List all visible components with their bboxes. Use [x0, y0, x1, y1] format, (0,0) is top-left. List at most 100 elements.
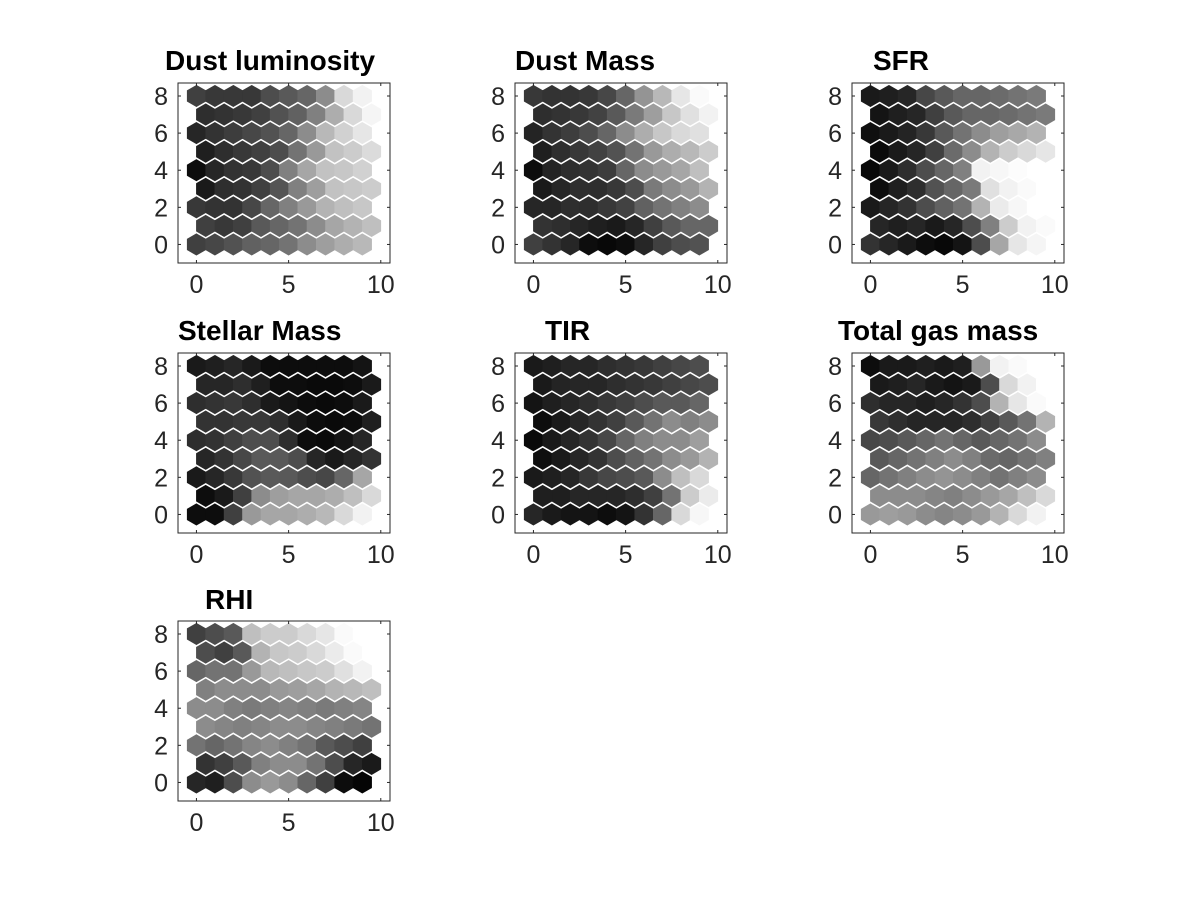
hex-cell	[315, 466, 336, 489]
hex-cell	[597, 122, 617, 145]
hex-cell	[962, 410, 982, 433]
hex-cell	[242, 84, 262, 108]
hex-cell	[860, 233, 881, 256]
hex-cell	[616, 354, 636, 378]
hex-cell	[953, 159, 973, 182]
hex-cell	[934, 429, 954, 452]
y-tick-label: 0	[154, 501, 168, 529]
hex-cell	[962, 373, 982, 396]
hex-cell	[906, 177, 927, 200]
hex-cell	[523, 429, 544, 452]
hex-cell	[214, 214, 234, 237]
hex-cell	[205, 503, 225, 526]
hex-cell	[233, 410, 252, 433]
hex-cell	[361, 373, 382, 396]
hex-cell	[288, 140, 308, 163]
hex-cell	[569, 103, 590, 126]
hex-cell	[233, 177, 252, 200]
hex-cell	[579, 503, 599, 526]
hex-cell	[999, 177, 1019, 200]
hex-cell	[989, 84, 1010, 108]
y-tick-label: 0	[828, 501, 842, 529]
hex-cell	[1008, 233, 1028, 256]
hex-cell	[1017, 447, 1037, 470]
hex-cell	[879, 122, 899, 145]
hex-cell	[1017, 410, 1037, 433]
hex-cell	[579, 159, 599, 182]
hex-cell	[306, 752, 326, 775]
hex-cell	[533, 177, 553, 200]
hex-cell	[205, 734, 225, 757]
hex-cell	[879, 354, 899, 378]
hex-cell	[689, 354, 709, 378]
hex-cell	[860, 503, 881, 526]
hex-cell	[361, 447, 382, 470]
hex-cell	[533, 447, 553, 470]
hex-cell	[989, 196, 1010, 219]
hex-cell	[186, 392, 206, 415]
hex-cell	[989, 233, 1010, 256]
hex-cell	[916, 429, 936, 452]
hex-cell	[698, 214, 719, 237]
hex-cell	[560, 196, 580, 219]
hex-cell	[671, 429, 691, 452]
panel-title: Dust luminosity	[165, 45, 375, 76]
hex-cell	[897, 503, 917, 526]
hex-cell	[916, 122, 936, 145]
y-tick-label: 6	[154, 390, 168, 418]
hex-cell	[233, 715, 252, 738]
hex-cell	[260, 466, 280, 489]
hex-cell	[334, 734, 354, 757]
hex-cell	[279, 159, 299, 182]
hex-cell	[361, 641, 382, 664]
y-tick-label: 2	[828, 464, 842, 492]
hex-cell	[551, 140, 571, 163]
hex-cell	[616, 503, 636, 526]
hex-cell	[233, 373, 252, 396]
hex-cell	[279, 233, 299, 256]
hex-cell	[870, 447, 890, 470]
hex-cell	[269, 641, 289, 664]
x-tick-label: 5	[619, 271, 633, 299]
hex-cell	[980, 484, 1000, 507]
hex-cell	[860, 84, 881, 108]
hex-cell	[652, 196, 673, 219]
hex-cell	[334, 159, 354, 182]
hex-cell	[962, 447, 982, 470]
hex-cell	[223, 354, 243, 378]
hex-cell	[662, 214, 682, 237]
hex-cell	[1026, 503, 1046, 526]
hex-cell	[334, 84, 354, 108]
panel-title: Dust Mass	[515, 45, 655, 76]
hex-cell	[999, 103, 1019, 126]
hex-cell	[1026, 233, 1046, 256]
hex-cell	[916, 159, 936, 182]
hex-cell	[999, 447, 1019, 470]
hex-cell	[579, 233, 599, 256]
hex-cell	[343, 373, 363, 396]
hex-cell	[223, 622, 243, 646]
y-tick-label: 2	[491, 464, 505, 492]
hex-cell	[205, 233, 225, 256]
hex-cell	[560, 429, 580, 452]
hex-cell	[242, 122, 262, 145]
y-tick-label: 4	[828, 427, 842, 455]
hex-cell	[260, 354, 280, 378]
hex-cell	[897, 122, 917, 145]
hex-cell	[288, 103, 308, 126]
hex-cell	[999, 373, 1019, 396]
hex-cell	[343, 140, 363, 163]
hex-cell	[361, 410, 382, 433]
hex-cell	[897, 392, 917, 415]
hex-cell	[1008, 503, 1028, 526]
hex-cell	[569, 373, 590, 396]
hex-cell	[315, 429, 336, 452]
hex-cell	[288, 752, 308, 775]
hex-cell	[588, 410, 608, 433]
hex-cell	[325, 715, 345, 738]
hex-cell	[989, 159, 1010, 182]
hex-cell	[260, 503, 280, 526]
hex-cell	[251, 140, 271, 163]
y-tick-label: 2	[154, 464, 168, 492]
hex-cell	[251, 641, 271, 664]
